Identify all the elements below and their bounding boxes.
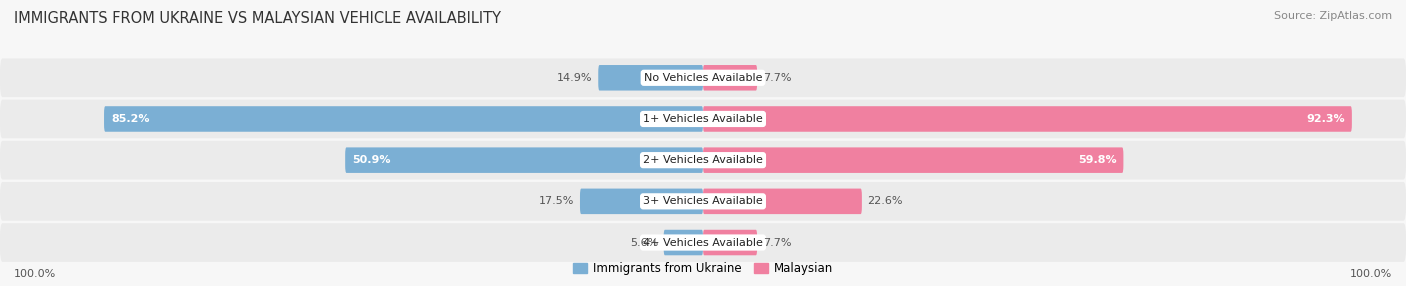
Legend: Immigrants from Ukraine, Malaysian: Immigrants from Ukraine, Malaysian <box>568 258 838 280</box>
Text: 1+ Vehicles Available: 1+ Vehicles Available <box>643 114 763 124</box>
FancyBboxPatch shape <box>703 106 1353 132</box>
FancyBboxPatch shape <box>0 223 1406 262</box>
Text: No Vehicles Available: No Vehicles Available <box>644 73 762 83</box>
Text: 22.6%: 22.6% <box>868 196 903 206</box>
Text: 4+ Vehicles Available: 4+ Vehicles Available <box>643 238 763 247</box>
Text: IMMIGRANTS FROM UKRAINE VS MALAYSIAN VEHICLE AVAILABILITY: IMMIGRANTS FROM UKRAINE VS MALAYSIAN VEH… <box>14 11 501 26</box>
Text: 5.6%: 5.6% <box>630 238 658 247</box>
FancyBboxPatch shape <box>346 147 703 173</box>
FancyBboxPatch shape <box>0 141 1406 180</box>
FancyBboxPatch shape <box>703 188 862 214</box>
FancyBboxPatch shape <box>599 65 703 91</box>
FancyBboxPatch shape <box>104 106 703 132</box>
FancyBboxPatch shape <box>0 182 1406 221</box>
FancyBboxPatch shape <box>0 100 1406 138</box>
Text: 85.2%: 85.2% <box>111 114 149 124</box>
FancyBboxPatch shape <box>703 230 756 255</box>
Text: 14.9%: 14.9% <box>557 73 593 83</box>
Text: 50.9%: 50.9% <box>352 155 391 165</box>
Text: 3+ Vehicles Available: 3+ Vehicles Available <box>643 196 763 206</box>
Text: 7.7%: 7.7% <box>762 73 792 83</box>
FancyBboxPatch shape <box>664 230 703 255</box>
FancyBboxPatch shape <box>581 188 703 214</box>
FancyBboxPatch shape <box>0 58 1406 97</box>
Text: 7.7%: 7.7% <box>762 238 792 247</box>
Text: 59.8%: 59.8% <box>1078 155 1116 165</box>
FancyBboxPatch shape <box>703 65 756 91</box>
Text: 17.5%: 17.5% <box>538 196 575 206</box>
Text: Source: ZipAtlas.com: Source: ZipAtlas.com <box>1274 11 1392 21</box>
Text: 92.3%: 92.3% <box>1306 114 1344 124</box>
Text: 100.0%: 100.0% <box>14 269 56 279</box>
Text: 2+ Vehicles Available: 2+ Vehicles Available <box>643 155 763 165</box>
Text: 100.0%: 100.0% <box>1350 269 1392 279</box>
FancyBboxPatch shape <box>703 147 1123 173</box>
